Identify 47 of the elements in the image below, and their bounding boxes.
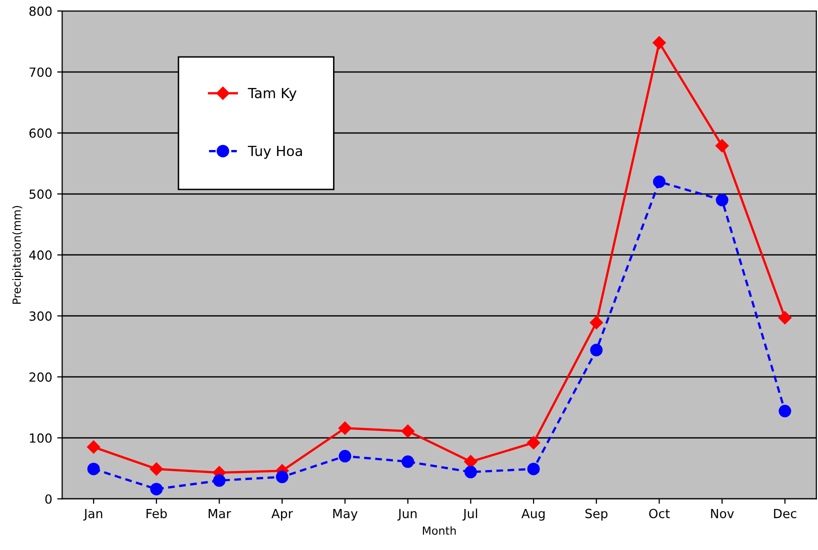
y-tick-label: 600 [29,128,52,138]
x-tick-label: Jan [83,508,102,521]
point [590,344,603,356]
y-tick-label: 200 [30,372,52,382]
y-tick-label: 700 [30,67,52,77]
point [652,175,666,188]
point [716,194,728,206]
point [590,316,603,330]
x-tick-label: Nov [711,508,734,518]
point [402,455,414,468]
point [338,422,352,435]
legend-label: Tam Ky [248,88,296,101]
y-tick-label: 0 [45,494,52,504]
point [87,462,100,476]
y-tick-label: 100 [30,433,52,443]
point [213,474,226,487]
x-tick-label: Oct [649,508,670,518]
legend-label: Tuy Hoa [248,146,302,159]
y-tick-label: 300 [30,311,52,321]
x-tick-label: Mar [208,508,232,518]
y-tick-label: 800 [29,6,52,16]
x-tick-label: May [333,508,358,521]
point [87,440,100,454]
x-tick-label: Apr [271,508,293,521]
x-tick-label: Jul [462,508,478,521]
point [150,462,164,476]
point [778,404,792,418]
y-axis-title: Precipitation(mm) [12,206,24,304]
point [338,450,352,462]
y-tick-label: 500 [30,189,52,199]
point [150,482,163,496]
point [526,436,540,450]
x-tick-label: Sep [585,508,608,521]
x-tick-label: Aug [521,508,545,521]
x-tick-label: Jun [397,508,417,521]
y-tick-label: 400 [29,250,52,260]
point [464,466,477,478]
point [527,462,540,476]
x-tick-label: Dec [774,508,796,518]
point [276,470,288,484]
point [464,455,478,468]
point [778,311,792,324]
point [652,36,666,50]
x-tick-label: Feb [146,508,167,518]
point [716,139,729,152]
x-axis-title: Month [422,526,456,535]
point [401,424,414,438]
